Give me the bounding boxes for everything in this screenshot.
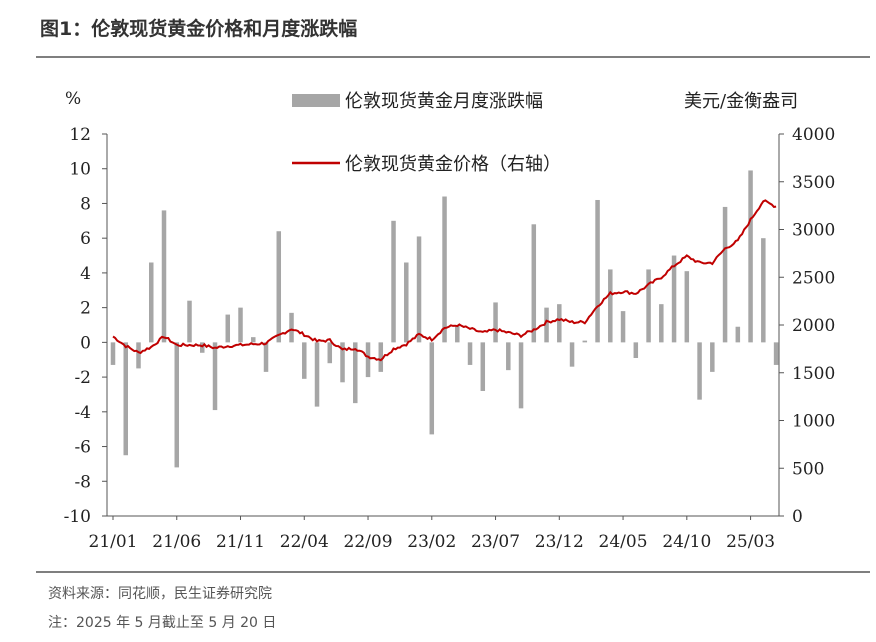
bar [748,170,753,343]
bar [416,236,422,343]
bar [735,326,741,343]
bar [263,342,269,372]
bar [136,342,141,369]
x-tick-label: 24/05 [599,532,648,552]
bar [161,210,167,343]
bar [455,325,460,343]
bar [620,311,626,343]
right-axis-unit: 美元/金衡盎司 [684,91,798,112]
bar [710,342,715,372]
left-tick-label: 0 [80,333,91,353]
bar [480,342,486,391]
bar [646,269,651,343]
date-note: 注：2025 年 5 月截止至 5 月 20 日 [48,615,277,631]
bar [187,300,192,343]
bar [327,342,333,364]
legend-line-label: 伦敦现货黄金价格（右轴） [345,154,561,175]
left-tick-label: -2 [74,368,91,388]
x-tick-label: 23/02 [407,532,456,552]
left-tick-label: -8 [74,472,91,492]
left-tick-label: 8 [80,194,91,214]
left-tick-label: -4 [74,403,91,423]
x-tick-label: 22/04 [280,532,329,552]
bar [123,342,129,456]
bar [467,342,473,365]
bar [608,269,613,343]
bar [722,206,728,343]
bar [174,342,180,468]
bar [697,342,702,400]
bar [289,312,294,343]
bar [340,342,345,383]
right-tick-label: 2500 [792,268,835,288]
bar [353,342,358,404]
right-tick-label: 2000 [792,316,835,336]
bar [302,342,307,379]
left-tick-label: 6 [80,229,91,249]
bar [200,342,205,353]
bar [761,238,766,343]
x-tick-label: 24/10 [662,532,711,552]
x-tick-label: 21/01 [89,532,138,552]
bar [557,304,562,343]
footer-divider [36,571,870,573]
bar [404,262,409,343]
source-note: 资料来源：同花顺，民生证券研究院 [48,586,272,602]
right-tick-label: 1500 [792,364,835,384]
bar [595,199,600,343]
bar [633,342,639,358]
bar [671,255,677,343]
left-tick-label: -10 [64,507,91,527]
bar [493,302,498,343]
bar [314,342,320,407]
bar [773,342,779,365]
bar [365,342,371,378]
right-tick-label: 4000 [792,125,835,145]
left-axis-unit: % [65,89,81,109]
x-tick-label: 21/11 [216,532,265,552]
right-tick-label: 1000 [792,412,835,432]
bar [391,220,396,343]
title-divider [36,56,870,58]
bar [276,231,282,343]
bar [238,307,243,343]
right-tick-label: 500 [792,459,824,479]
x-tick-label: 22/09 [344,532,393,552]
bar [429,342,435,435]
bar [582,340,588,343]
bar [506,342,511,371]
left-tick-label: 12 [69,125,91,145]
bar [251,337,256,343]
bar [149,262,154,343]
right-tick-label: 3500 [792,173,835,193]
bar [544,307,549,343]
x-tick-label: 23/12 [535,532,584,552]
bar [110,342,116,365]
chart-svg: 12 10 8 6 4 2 0 -2 -4 -6 -8 -10 4000 3500 3000 2500 2000… [64,89,836,552]
bar [212,342,218,411]
bar [518,342,524,409]
price-line [112,199,777,362]
bar [531,224,537,343]
left-tick-label: 2 [80,299,91,319]
legend-bar-label: 伦敦现货黄金月度涨跌幅 [345,91,543,112]
bar [659,304,664,343]
bar [225,314,231,343]
left-tick-label: 4 [80,264,91,284]
legend-bar-swatch [292,94,340,107]
left-tick-label: -6 [74,438,91,458]
bar [378,342,384,372]
bar [569,342,575,367]
chart-title: 图1：伦敦现货黄金价格和月度涨跌幅 [40,18,358,40]
bar [442,196,447,343]
x-tick-label: 25/03 [726,532,775,552]
bar [684,271,690,343]
x-tick-label: 23/07 [471,532,520,552]
right-tick-label: 3000 [792,221,835,241]
x-tick-label: 21/06 [152,532,201,552]
left-tick-label: 10 [69,160,91,180]
right-tick-label: 0 [792,507,803,527]
